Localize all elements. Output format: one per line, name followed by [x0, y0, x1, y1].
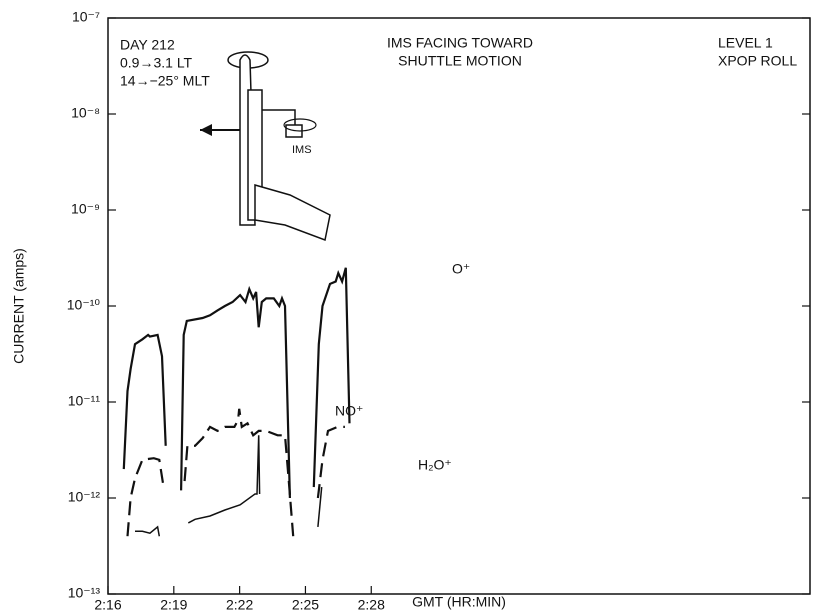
y-tick-label: 10⁻⁹	[71, 201, 100, 217]
annotation: IMS FACING TOWARD	[387, 35, 533, 51]
annotation: 14→−25° MLT	[120, 73, 210, 89]
annotation: IMS	[292, 144, 312, 156]
y-axis-label: CURRENT (amps)	[11, 248, 27, 364]
y-tick-label: 10⁻¹³	[68, 585, 101, 601]
shuttle-diagram: IMS	[200, 51, 331, 242]
series-line	[126, 408, 345, 537]
annotation: 0.9→3.1 LT	[120, 55, 193, 71]
x-tick-label: 2:19	[160, 597, 187, 612]
series-label: H₂O⁺	[418, 457, 452, 473]
y-tick-label: 10⁻¹⁰	[67, 297, 101, 313]
y-tick-label: 10⁻⁸	[71, 105, 100, 121]
y-tick-label: 10⁻¹²	[68, 489, 101, 505]
x-axis-label: GMT (HR:MIN)	[412, 594, 506, 610]
x-tick-label: 2:28	[358, 597, 385, 612]
y-tick-label: 10⁻⁷	[72, 9, 100, 25]
x-tick-label: 2:16	[94, 597, 121, 612]
x-tick-label: 2:22	[226, 597, 253, 612]
y-tick-label: 10⁻¹¹	[68, 393, 101, 409]
series-line	[122, 267, 351, 499]
annotation: SHUTTLE MOTION	[398, 53, 522, 69]
series-label: NO⁺	[335, 403, 363, 419]
annotation: XPOP ROLL	[718, 53, 797, 69]
x-tick-label: 2:25	[292, 597, 319, 612]
annotation: LEVEL 1	[718, 35, 773, 51]
series-label: O⁺	[452, 261, 470, 277]
annotation: DAY 212	[120, 37, 175, 53]
plot-frame	[107, 17, 811, 595]
series-line	[135, 435, 323, 537]
